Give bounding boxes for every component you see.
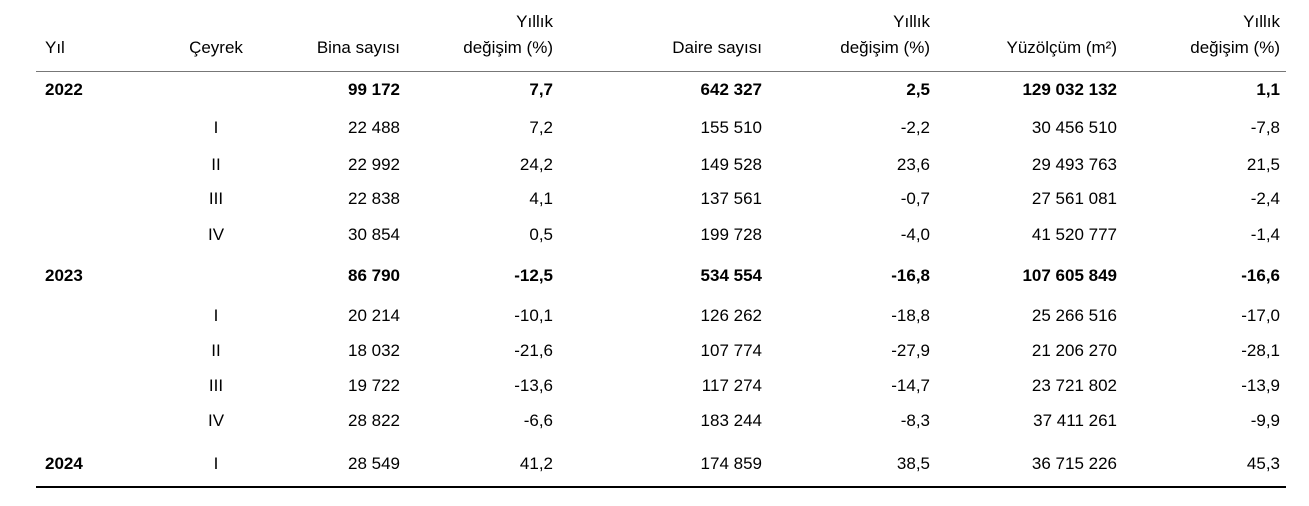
value-cell: -21,6 <box>514 341 553 360</box>
value-cell: 155 510 <box>700 118 762 137</box>
quarter-cell: II <box>211 341 221 360</box>
value-cell: 21,5 <box>1246 155 1280 174</box>
column-header: Yıl <box>45 38 65 57</box>
value-cell: 29 493 763 <box>1031 155 1117 174</box>
bottom-rule <box>36 486 1286 488</box>
header-rule <box>36 71 1286 72</box>
quarter-cell: II <box>211 155 221 174</box>
value-cell: -6,6 <box>523 411 553 430</box>
value-cell: 117 274 <box>701 376 762 395</box>
value-cell: 36 715 226 <box>1031 454 1117 473</box>
value-cell: 23 721 802 <box>1031 376 1117 395</box>
value-cell: -12,5 <box>514 266 553 285</box>
value-cell: -17,0 <box>1241 306 1280 325</box>
value-cell: -28,1 <box>1241 341 1280 360</box>
value-cell: 107 774 <box>700 341 762 360</box>
value-cell: 28 549 <box>348 454 400 473</box>
value-cell: 183 244 <box>700 411 762 430</box>
value-cell: 7,2 <box>529 118 553 137</box>
value-cell: 41 520 777 <box>1031 225 1117 244</box>
value-cell: 27 561 081 <box>1031 189 1117 208</box>
value-cell: -16,6 <box>1241 266 1280 285</box>
column-header: Bina sayısı <box>316 38 400 57</box>
value-cell: -2,2 <box>900 118 930 137</box>
value-cell: 20 214 <box>348 306 400 325</box>
column-header: değişim (%) <box>1190 38 1280 57</box>
value-cell: 18 032 <box>348 341 400 360</box>
quarter-cell: III <box>208 189 224 208</box>
value-cell: 30 854 <box>348 225 400 244</box>
value-cell: 22 838 <box>348 189 400 208</box>
quarter-cell: IV <box>207 225 225 244</box>
value-cell: 174 859 <box>700 454 762 473</box>
value-cell: 2,5 <box>906 80 930 99</box>
value-cell: 37 411 261 <box>1033 411 1117 430</box>
value-cell: -14,7 <box>891 376 930 395</box>
value-cell: -8,3 <box>900 411 930 430</box>
value-cell: -27,9 <box>891 341 930 360</box>
value-cell: -10,1 <box>514 306 553 325</box>
quarter-cell: IV <box>207 411 225 430</box>
quarter-cell: I <box>213 306 219 325</box>
value-cell: 25 266 516 <box>1031 306 1117 325</box>
quarter-cell: I <box>213 118 219 137</box>
value-cell: -16,8 <box>891 266 930 285</box>
value-cell: 41,2 <box>519 454 553 473</box>
column-header: Yüzölçüm (m²) <box>1006 38 1117 57</box>
value-cell: 22 488 <box>348 118 400 137</box>
column-header: değişim (%) <box>840 38 930 57</box>
value-cell: 4,1 <box>529 189 553 208</box>
quarter-cell: I <box>213 454 219 473</box>
column-header: Çeyrek <box>189 38 243 57</box>
column-header: Daire sayısı <box>672 38 762 57</box>
value-cell: -1,4 <box>1250 225 1280 244</box>
value-cell: 22 992 <box>348 155 400 174</box>
quarter-cell: III <box>208 376 224 395</box>
value-cell: 534 554 <box>700 266 762 285</box>
column-header: Yıllık <box>893 12 930 31</box>
value-cell: -9,9 <box>1250 411 1280 430</box>
value-cell: 642 327 <box>700 80 762 99</box>
value-cell: 129 032 132 <box>1022 80 1117 99</box>
value-cell: -7,8 <box>1250 118 1280 137</box>
value-cell: 199 728 <box>700 225 762 244</box>
column-header: Yıllık <box>516 12 553 31</box>
value-cell: 126 262 <box>700 306 762 325</box>
column-header: değişim (%) <box>463 38 553 57</box>
value-cell: 7,7 <box>529 80 553 99</box>
value-cell: 23,6 <box>896 155 930 174</box>
value-cell: 107 605 849 <box>1022 266 1117 285</box>
value-cell: 149 528 <box>700 155 762 174</box>
value-cell: 19 722 <box>348 376 400 395</box>
value-cell: -13,6 <box>514 376 553 395</box>
value-cell: -4,0 <box>900 225 930 244</box>
year-cell: 2022 <box>45 80 83 99</box>
column-header: Yıllık <box>1243 12 1280 31</box>
value-cell: 28 822 <box>348 411 400 430</box>
value-cell: 137 561 <box>700 189 762 208</box>
value-cell: -18,8 <box>891 306 930 325</box>
value-cell: 21 206 270 <box>1031 341 1117 360</box>
value-cell: 45,3 <box>1246 454 1280 473</box>
value-cell: -2,4 <box>1250 189 1280 208</box>
value-cell: 86 790 <box>348 266 400 285</box>
value-cell: 99 172 <box>348 80 400 99</box>
year-cell: 2024 <box>45 454 83 473</box>
year-cell: 2023 <box>45 266 83 285</box>
value-cell: -13,9 <box>1241 376 1280 395</box>
value-cell: 30 456 510 <box>1031 118 1117 137</box>
value-cell: 0,5 <box>529 225 553 244</box>
value-cell: 1,1 <box>1256 80 1280 99</box>
value-cell: 24,2 <box>519 155 553 174</box>
value-cell: -0,7 <box>900 189 930 208</box>
value-cell: 38,5 <box>896 454 930 473</box>
